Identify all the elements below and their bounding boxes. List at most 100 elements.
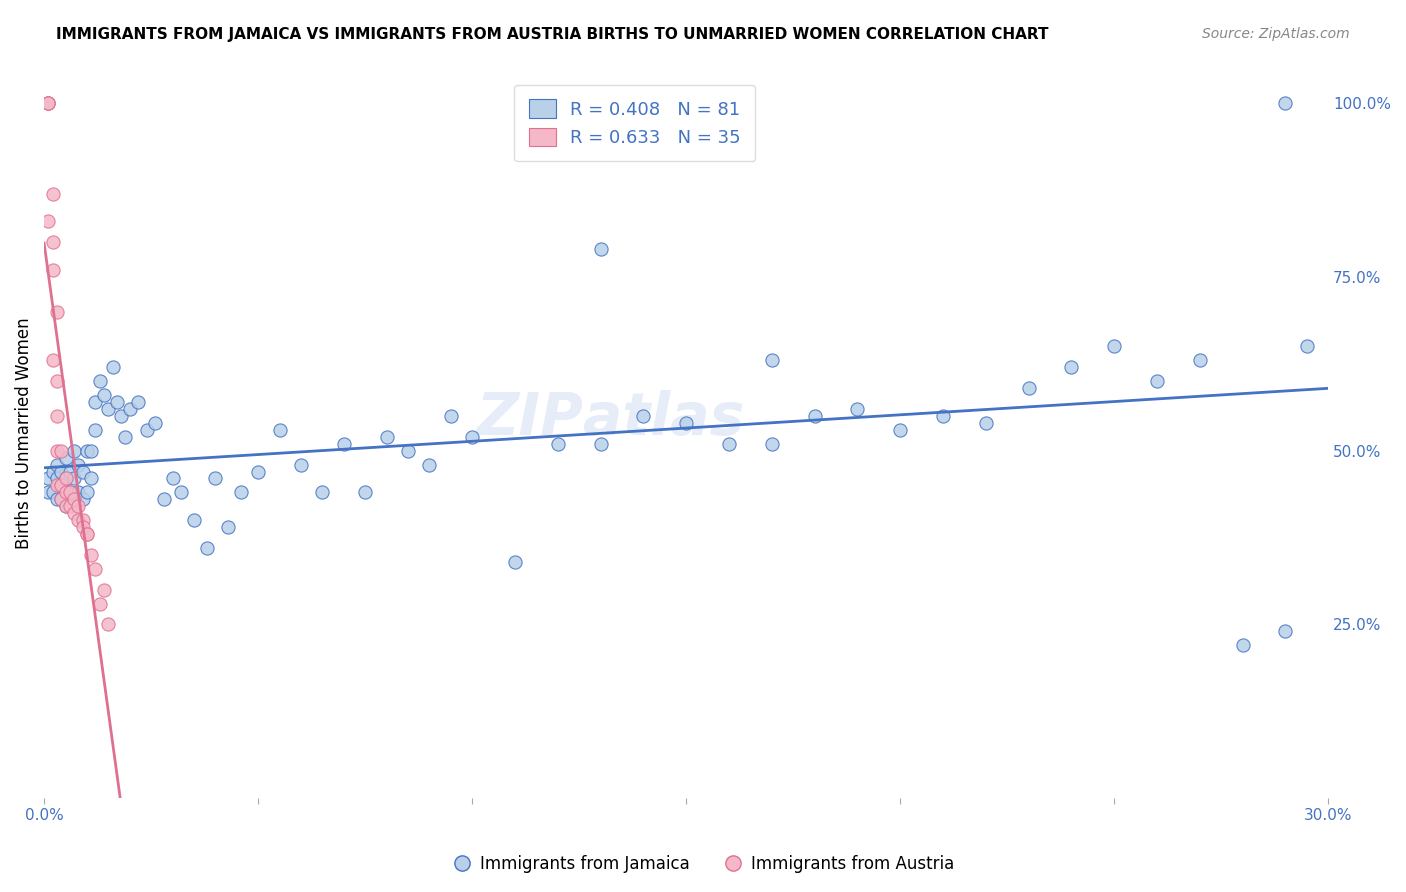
Point — [37, 471, 59, 485]
Point — [37, 96, 59, 111]
Point — [67, 458, 90, 472]
Point — [41, 235, 63, 250]
Point — [503, 555, 526, 569]
Point — [97, 401, 120, 416]
Point — [63, 471, 86, 485]
Point — [195, 541, 218, 555]
Point — [41, 263, 63, 277]
Point — [51, 478, 73, 492]
Point — [717, 436, 740, 450]
Point — [37, 96, 59, 111]
Point — [229, 485, 252, 500]
Point — [67, 485, 90, 500]
Point — [974, 416, 997, 430]
Point — [889, 423, 911, 437]
Point — [1018, 381, 1040, 395]
Point — [589, 436, 612, 450]
Point — [1295, 339, 1317, 353]
Point — [46, 471, 69, 485]
Point — [51, 492, 73, 507]
Point — [89, 374, 111, 388]
Point — [93, 388, 115, 402]
Point — [803, 409, 825, 423]
Point — [59, 485, 82, 500]
Point — [135, 423, 157, 437]
Point — [55, 500, 77, 514]
Point — [59, 485, 82, 500]
Point — [761, 353, 783, 368]
Point — [63, 443, 86, 458]
Point — [633, 409, 655, 423]
Point — [1232, 638, 1254, 652]
Legend: R = 0.408   N = 81, R = 0.633   N = 35: R = 0.408 N = 81, R = 0.633 N = 35 — [515, 85, 755, 161]
Text: ZIP: ZIP — [477, 390, 583, 447]
Point — [93, 582, 115, 597]
Point — [46, 458, 69, 472]
Point — [675, 416, 697, 430]
Point — [37, 96, 59, 111]
Point — [76, 485, 98, 500]
Point — [84, 423, 107, 437]
Point — [46, 304, 69, 318]
Point — [55, 485, 77, 500]
Point — [127, 395, 149, 409]
Point — [37, 485, 59, 500]
Point — [461, 430, 484, 444]
Point — [41, 485, 63, 500]
Point — [72, 465, 94, 479]
Point — [51, 443, 73, 458]
Point — [332, 436, 354, 450]
Point — [63, 506, 86, 520]
Point — [418, 458, 440, 472]
Point — [67, 513, 90, 527]
Point — [80, 548, 103, 562]
Point — [46, 443, 69, 458]
Point — [170, 485, 193, 500]
Point — [375, 430, 398, 444]
Point — [55, 471, 77, 485]
Point — [153, 492, 176, 507]
Point — [183, 513, 205, 527]
Point — [1146, 374, 1168, 388]
Point — [46, 492, 69, 507]
Point — [1060, 360, 1083, 375]
Point — [76, 527, 98, 541]
Point — [101, 360, 124, 375]
Point — [46, 478, 69, 492]
Point — [1274, 96, 1296, 111]
Point — [761, 436, 783, 450]
Point — [41, 465, 63, 479]
Point — [97, 617, 120, 632]
Point — [290, 458, 312, 472]
Point — [76, 527, 98, 541]
Point — [846, 401, 869, 416]
Point — [55, 450, 77, 465]
Y-axis label: Births to Unmarried Women: Births to Unmarried Women — [15, 318, 32, 549]
Point — [41, 353, 63, 368]
Point — [354, 485, 377, 500]
Point — [41, 186, 63, 201]
Point — [51, 478, 73, 492]
Point — [84, 562, 107, 576]
Point — [46, 409, 69, 423]
Point — [440, 409, 463, 423]
Point — [396, 443, 419, 458]
Point — [217, 520, 239, 534]
Text: atlas: atlas — [583, 390, 745, 447]
Point — [63, 492, 86, 507]
Point — [72, 513, 94, 527]
Point — [547, 436, 569, 450]
Point — [59, 500, 82, 514]
Point — [145, 416, 167, 430]
Text: IMMIGRANTS FROM JAMAICA VS IMMIGRANTS FROM AUSTRIA BIRTHS TO UNMARRIED WOMEN COR: IMMIGRANTS FROM JAMAICA VS IMMIGRANTS FR… — [56, 27, 1049, 42]
Point — [110, 409, 132, 423]
Point — [247, 465, 270, 479]
Point — [589, 242, 612, 256]
Text: Source: ZipAtlas.com: Source: ZipAtlas.com — [1202, 27, 1350, 41]
Point — [37, 96, 59, 111]
Point — [84, 395, 107, 409]
Point — [72, 520, 94, 534]
Point — [114, 430, 136, 444]
Point — [55, 500, 77, 514]
Point — [269, 423, 291, 437]
